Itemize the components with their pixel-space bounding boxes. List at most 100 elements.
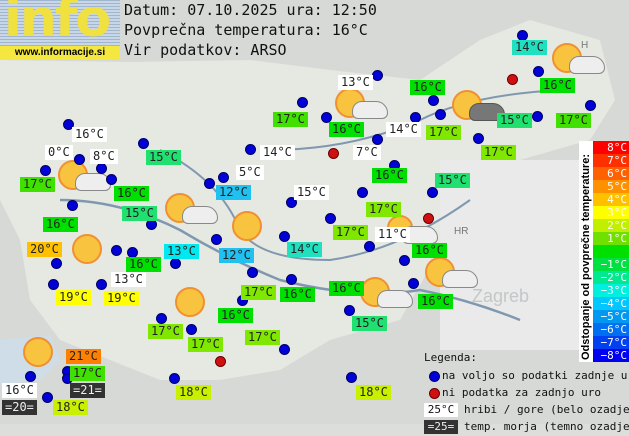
temperature-label: 16°C bbox=[418, 294, 453, 309]
temperature-label: 17°C bbox=[241, 285, 276, 300]
temperature-label: 17°C bbox=[481, 145, 516, 160]
temperature-label: 19°C bbox=[104, 291, 139, 306]
station-dot[interactable] bbox=[96, 163, 107, 174]
temperature-label: 15°C bbox=[435, 173, 470, 188]
temperature-label: 16°C bbox=[280, 287, 315, 302]
station-dot[interactable] bbox=[585, 100, 596, 111]
station-dot[interactable] bbox=[211, 234, 222, 245]
legend-mountain: hribi / gore (belo ozadje) bbox=[464, 403, 629, 416]
station-dot[interactable] bbox=[408, 278, 419, 289]
legend-red-dot: ni podatka za zadnjo uro bbox=[442, 386, 601, 399]
station-dot[interactable] bbox=[42, 392, 53, 403]
station-dot[interactable] bbox=[169, 373, 180, 384]
station-dot[interactable] bbox=[138, 138, 149, 149]
station-dot[interactable] bbox=[364, 241, 375, 252]
temperature-label: 16°C bbox=[372, 168, 407, 183]
station-dot[interactable] bbox=[428, 95, 439, 106]
station-dot[interactable] bbox=[74, 154, 85, 165]
temperature-label: 18°C bbox=[53, 400, 88, 415]
station-dot[interactable] bbox=[344, 305, 355, 316]
temperature-label: 17°C bbox=[273, 112, 308, 127]
temperature-label: 15°C bbox=[146, 150, 181, 165]
cloud-icon bbox=[182, 206, 218, 224]
legend: Legenda: na voljo so podatki zadnje ure … bbox=[424, 350, 629, 436]
temperature-label: 17°C bbox=[70, 366, 105, 381]
temperature-label: 16°C bbox=[410, 80, 445, 95]
header-average-temperature: Povprečna temperatura: 16°C bbox=[124, 21, 368, 39]
station-dot[interactable] bbox=[204, 178, 215, 189]
legend-sea: temp. morja (temno ozadje) bbox=[464, 420, 629, 433]
station-dot[interactable] bbox=[96, 279, 107, 290]
station-dot[interactable] bbox=[357, 187, 368, 198]
temperature-label: 16°C bbox=[114, 186, 149, 201]
station-dot[interactable] bbox=[372, 70, 383, 81]
temperature-label: 15°C bbox=[352, 316, 387, 331]
station-dot[interactable] bbox=[245, 144, 256, 155]
station-dot-no-data[interactable] bbox=[423, 213, 434, 224]
station-dot-no-data[interactable] bbox=[328, 148, 339, 159]
station-dot[interactable] bbox=[247, 267, 258, 278]
station-dot[interactable] bbox=[325, 213, 336, 224]
station-dot[interactable] bbox=[63, 119, 74, 130]
red-dot-icon bbox=[429, 388, 440, 399]
station-dot[interactable] bbox=[218, 172, 229, 183]
station-dot[interactable] bbox=[473, 133, 484, 144]
temperature-label: 15°C bbox=[497, 113, 532, 128]
header-data-source: Vir podatkov: ARSO bbox=[124, 41, 287, 59]
station-dot[interactable] bbox=[286, 274, 297, 285]
temperature-label: 20°C bbox=[27, 242, 62, 257]
station-dot[interactable] bbox=[321, 112, 332, 123]
temperature-label: 8°C bbox=[90, 149, 118, 164]
temperature-label: 17°C bbox=[245, 330, 280, 345]
legend-title: Legenda: bbox=[424, 351, 477, 364]
cloud-icon bbox=[75, 173, 111, 191]
temperature-label: 16°C bbox=[218, 308, 253, 323]
station-dot[interactable] bbox=[427, 187, 438, 198]
sea-temperature-label: =21= bbox=[70, 383, 105, 398]
station-dot[interactable] bbox=[372, 134, 383, 145]
station-dot[interactable] bbox=[67, 200, 78, 211]
station-dot[interactable] bbox=[279, 231, 290, 242]
temperature-label: 21°C bbox=[66, 349, 101, 364]
legend-blue-dot: na voljo so podatki zadnje ure bbox=[442, 369, 629, 382]
station-dot[interactable] bbox=[170, 258, 181, 269]
temperature-label: 13°C bbox=[111, 272, 146, 287]
temperature-label: 16°C bbox=[329, 122, 364, 137]
logo-url[interactable]: www.informacije.si bbox=[0, 46, 120, 60]
temperature-label: 14°C bbox=[386, 122, 421, 137]
cloud-icon bbox=[569, 56, 605, 74]
croatia-region bbox=[440, 160, 590, 350]
station-dot[interactable] bbox=[156, 313, 167, 324]
logo[interactable]: info www.informacije.si bbox=[0, 0, 120, 60]
station-dot[interactable] bbox=[532, 111, 543, 122]
temperature-deviation-scale: 8°C 7°C 6°C 5°C 4°C 3°C 2°C 1°C −1°C −2°C −3°C −4°C… bbox=[593, 141, 629, 362]
station-dot[interactable] bbox=[111, 245, 122, 256]
temperature-label: 17°C bbox=[148, 324, 183, 339]
station-dot-no-data[interactable] bbox=[215, 356, 226, 367]
temperature-label: 16°C bbox=[2, 383, 37, 398]
station-dot[interactable] bbox=[106, 174, 117, 185]
station-dot[interactable] bbox=[186, 324, 197, 335]
station-dot-no-data[interactable] bbox=[507, 74, 518, 85]
temperature-label: 17°C bbox=[556, 113, 591, 128]
station-dot[interactable] bbox=[48, 279, 59, 290]
temperature-label: 17°C bbox=[333, 225, 368, 240]
station-dot[interactable] bbox=[40, 165, 51, 176]
station-dot[interactable] bbox=[279, 344, 290, 355]
scale-title: Odstopanje od povprečne temperature: bbox=[579, 141, 593, 362]
temperature-label: 16°C bbox=[43, 217, 78, 232]
station-dot[interactable] bbox=[297, 97, 308, 108]
station-dot[interactable] bbox=[51, 258, 62, 269]
temperature-label: 13°C bbox=[338, 75, 373, 90]
station-dot[interactable] bbox=[399, 255, 410, 266]
station-dot[interactable] bbox=[533, 66, 544, 77]
station-dot[interactable] bbox=[435, 109, 446, 120]
temperature-label: 5°C bbox=[236, 165, 264, 180]
station-dot[interactable] bbox=[346, 372, 357, 383]
cloud-icon bbox=[442, 270, 478, 288]
scale-step: 7°C bbox=[593, 154, 629, 167]
scale-step: −4°C bbox=[593, 297, 629, 310]
station-dot[interactable] bbox=[286, 197, 297, 208]
station-dot[interactable] bbox=[25, 371, 36, 382]
scale-step: −7°C bbox=[593, 336, 629, 349]
